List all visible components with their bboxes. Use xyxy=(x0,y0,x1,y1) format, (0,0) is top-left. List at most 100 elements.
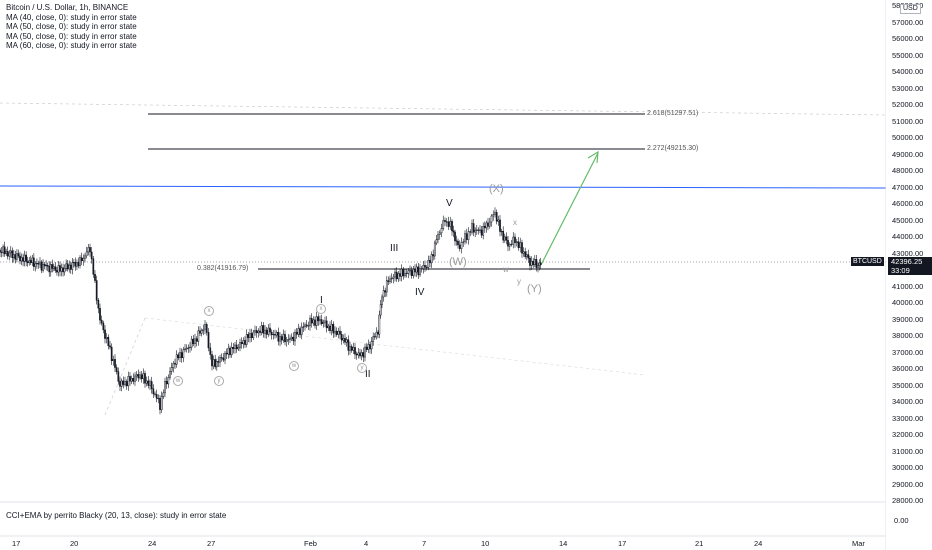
price-tick: 45000.00 xyxy=(892,215,924,225)
candle-body xyxy=(422,265,425,269)
study-ma-40[interactable]: MA (40, close, 0): study in error state xyxy=(6,12,137,22)
candle-body xyxy=(447,221,450,227)
candle-body xyxy=(440,228,443,234)
price-tick: 53000.00 xyxy=(892,83,924,93)
target-arrow-line[interactable] xyxy=(540,152,599,266)
candle-body xyxy=(427,259,430,268)
time-tick: 10 xyxy=(481,539,490,548)
study-ma-50-a[interactable]: MA (50, close, 0): study in error state xyxy=(6,22,137,32)
symbol-badge: BTCUSD xyxy=(851,257,884,266)
candle-body xyxy=(262,325,265,334)
time-tick: 20 xyxy=(70,539,79,548)
candle-body xyxy=(429,259,431,264)
candle-body xyxy=(390,278,393,280)
candle-body xyxy=(375,331,378,338)
wave-label-V: V xyxy=(446,198,453,209)
candle-body xyxy=(499,219,501,232)
fib-label-2272: 2.272(49215.30) xyxy=(647,145,699,152)
candle-body xyxy=(82,258,85,261)
candle-body xyxy=(240,342,243,345)
candle-body xyxy=(79,257,81,266)
candle-body xyxy=(337,330,340,335)
candle-body xyxy=(433,242,436,257)
dotted-channel-left xyxy=(104,317,146,416)
candle-body xyxy=(90,251,93,260)
candle-body xyxy=(494,212,496,215)
candle-body xyxy=(322,321,325,324)
candle-body xyxy=(237,347,240,350)
candle-body xyxy=(112,359,115,362)
candle-body xyxy=(290,336,293,339)
candle-body xyxy=(332,323,335,334)
candle-body xyxy=(397,273,400,280)
candle-body xyxy=(85,251,88,257)
candle-body xyxy=(451,221,453,232)
candle-body xyxy=(180,352,183,359)
candle-body xyxy=(84,255,86,259)
candle-body xyxy=(442,220,445,229)
symbol-title[interactable]: Bitcoin / U.S. Dollar, 1h, BINANCE xyxy=(6,3,129,12)
candle-body xyxy=(200,330,203,334)
candle-body xyxy=(354,347,356,355)
candle-body xyxy=(25,254,28,262)
candle-body xyxy=(0,251,3,253)
study-ma-60[interactable]: MA (60, close, 0): study in error state xyxy=(6,41,137,51)
candle-body xyxy=(71,262,74,270)
currency-label[interactable]: USD xyxy=(900,4,921,14)
candle-body xyxy=(294,331,296,342)
candle-body xyxy=(155,394,158,399)
candle-body xyxy=(462,241,465,243)
wave-label-Y-big: (Y) xyxy=(527,283,542,295)
candle-body xyxy=(28,260,31,264)
candle-body xyxy=(204,324,206,330)
candle-body xyxy=(199,330,201,334)
candle-body xyxy=(315,316,318,326)
price-tick: 47000.00 xyxy=(892,182,924,192)
candle-body xyxy=(533,259,536,266)
candle-body xyxy=(209,347,212,355)
candle-body xyxy=(119,381,121,387)
price-tick: 31000.00 xyxy=(892,446,924,456)
candle-body xyxy=(87,247,90,253)
candle-body xyxy=(319,319,321,322)
horizontal-ray-blue[interactable] xyxy=(0,185,887,189)
candle-body xyxy=(239,342,241,348)
candle-body xyxy=(305,324,308,327)
candle-body xyxy=(392,276,395,279)
study-ma-50-b[interactable]: MA (50, close, 0): study in error state xyxy=(6,31,137,41)
price-tick: 33000.00 xyxy=(892,413,924,423)
candle-body xyxy=(307,325,310,327)
candle-body xyxy=(235,344,238,350)
candle-body xyxy=(52,266,55,269)
cci-axis-zero: 0.00 xyxy=(894,516,909,525)
price-tick: 52000.00 xyxy=(892,100,924,109)
wave-circle-w-2: w xyxy=(289,361,299,371)
candle-body xyxy=(104,329,106,339)
candle-body xyxy=(517,241,520,248)
candle-body xyxy=(49,264,52,273)
candle-body xyxy=(327,325,330,329)
price-tick: 49000.00 xyxy=(892,149,924,159)
candle-body xyxy=(37,263,40,265)
candle-body xyxy=(160,396,163,410)
candle-body xyxy=(20,257,23,262)
candle-body xyxy=(360,352,363,357)
price-axis[interactable]: 58000.0057000.0056000.0055000.0054000.00… xyxy=(886,0,932,550)
candle-body xyxy=(16,253,18,260)
candle-body xyxy=(212,359,215,367)
candle-body xyxy=(530,260,533,266)
candle-body xyxy=(192,338,195,345)
candle-body xyxy=(467,231,470,240)
cci-study-label[interactable]: CCI+EMA by perrito Blacky (20, 13, close… xyxy=(6,511,227,520)
time-tick: 7 xyxy=(422,539,427,548)
candle-body xyxy=(399,273,401,277)
candle-body xyxy=(299,328,301,335)
candle-body xyxy=(464,233,466,243)
candle-body xyxy=(505,236,508,241)
time-tick: 24 xyxy=(754,539,763,548)
wave-label-X-big: (X) xyxy=(489,183,504,195)
candle-body xyxy=(289,338,291,340)
candle-body xyxy=(137,374,140,379)
candle-body xyxy=(274,334,276,336)
